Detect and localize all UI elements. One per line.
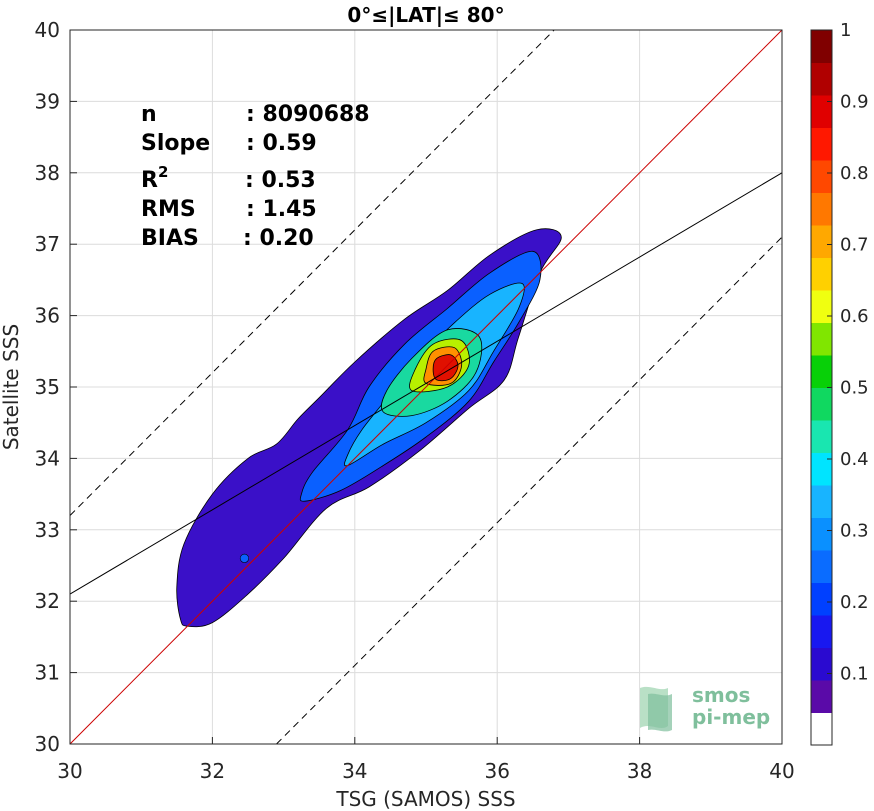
stat-value: : 0.59 (246, 131, 317, 156)
stat-label: Slope (141, 131, 210, 156)
colorbar-segment (811, 62, 832, 96)
x-tick-label: 34 (342, 759, 367, 783)
y-tick-label: 36 (35, 304, 60, 328)
colorbar-segment (811, 615, 832, 648)
y-tick-label: 30 (35, 732, 60, 756)
logo-text-pi-mep: pi-mep (692, 705, 770, 729)
colorbar-segment (811, 257, 832, 291)
stat-value: : 0.53 (245, 168, 316, 193)
colorbar-segment (811, 517, 832, 551)
stats-block: n : 8090688 Slope : 0.59 R2 : 0.53 RMS : 1.45 BI… (141, 102, 370, 251)
colorbar-segment (811, 647, 832, 681)
colorbar-tick-label: 0.2 (840, 592, 869, 613)
colorbar-segment (811, 420, 832, 453)
colorbar-segment (811, 550, 832, 583)
y-axis-label: Satellite SSS (0, 324, 23, 450)
y-tick-label: 31 (35, 661, 60, 685)
chart-title: 0°≤|LAT|≤ 80° (347, 3, 504, 27)
colorbar-tick-label: 0.1 (840, 664, 869, 685)
colorbar-segment (811, 127, 832, 161)
colorbar-segment (811, 452, 832, 486)
x-tick-label: 40 (769, 759, 794, 783)
y-tick-label: 38 (35, 161, 60, 185)
colorbar-tick-label: 0.8 (840, 163, 869, 184)
colorbar-segment (811, 95, 832, 128)
colorbar-segment (811, 225, 832, 258)
y-tick-label: 35 (35, 375, 60, 399)
stat-label: RMS (141, 197, 196, 222)
y-tick-label: 37 (35, 232, 60, 256)
y-tick-label: 33 (35, 518, 60, 542)
colorbar-segment (811, 290, 832, 323)
colorbar-segment (811, 712, 832, 746)
upper-bound-line (69, 29, 555, 516)
colorbar-segment (811, 355, 832, 388)
colorbar-segment (811, 680, 832, 713)
x-tick-label: 32 (200, 759, 225, 783)
stat-label: n (141, 102, 157, 127)
colorbar-segment (811, 160, 832, 193)
stat-label: R2 (141, 163, 168, 193)
colorbar-tick-label: 0.4 (840, 449, 869, 470)
identity-line (69, 29, 783, 745)
x-axis-ticks: 30 32 34 36 38 40 (57, 737, 795, 783)
colorbar: 0.1 0.2 0.3 0.4 0.5 0.6 0.7 0.8 0.9 1 (810, 20, 869, 746)
colorbar-tick-label: 0.9 (840, 92, 869, 113)
x-tick-label: 38 (627, 759, 652, 783)
reference-lines (69, 29, 783, 745)
colorbar-segment (811, 322, 832, 356)
x-tick-label: 36 (484, 759, 509, 783)
colorbar-tick-label: 1 (840, 20, 851, 41)
stat-label: BIAS (141, 226, 199, 251)
density-contours (176, 228, 562, 628)
y-tick-label: 39 (35, 89, 60, 113)
colorbar-tick-label: 0.5 (840, 378, 869, 399)
colorbar-segment (811, 192, 832, 226)
colorbar-segment (811, 485, 832, 518)
smos-pi-mep-logo: smos pi-mep (640, 683, 770, 732)
stat-value: : 8090688 (246, 102, 370, 127)
y-axis-ticks: 30 31 32 33 34 35 36 37 38 39 40 (35, 18, 77, 756)
colorbar-segment (811, 387, 832, 421)
y-tick-label: 40 (35, 18, 60, 42)
stat-value: : 1.45 (246, 197, 317, 222)
regression-line (69, 172, 783, 595)
colorbar-tick-label: 0.3 (840, 521, 869, 542)
x-axis-label: TSG (SAMOS) SSS (335, 787, 515, 811)
logo-text-smos: smos (692, 683, 750, 707)
colorbar-tick-label: 0.7 (840, 235, 869, 256)
y-tick-label: 32 (35, 589, 60, 613)
stat-value: : 0.20 (243, 226, 314, 251)
contour-blob (239, 553, 250, 563)
y-tick-label: 34 (35, 446, 60, 470)
colorbar-segment (811, 582, 832, 616)
x-tick-label: 30 (57, 759, 82, 783)
colorbar-segment (811, 30, 832, 63)
colorbar-tick-label: 0.6 (840, 306, 869, 327)
